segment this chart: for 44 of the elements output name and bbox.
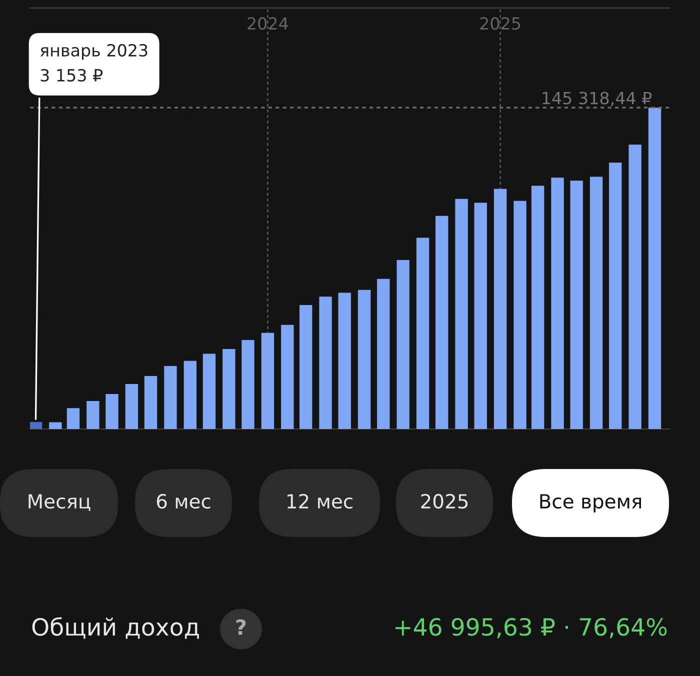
bar	[66, 408, 80, 429]
bar	[551, 178, 564, 429]
x-tick-label: 2024	[248, 17, 288, 30]
bar	[608, 162, 622, 429]
bar	[49, 422, 62, 429]
bar	[590, 176, 603, 429]
bar	[222, 348, 236, 429]
bar	[144, 376, 158, 429]
bar	[474, 202, 487, 429]
bar	[261, 332, 274, 429]
bar	[281, 324, 294, 429]
bar	[570, 180, 583, 429]
bar	[396, 260, 410, 429]
bar	[184, 360, 197, 429]
text: 12 мес	[288, 494, 352, 509]
text: 2025	[421, 494, 468, 509]
ref-line-label: 145 318,44 ₽	[542, 92, 652, 106]
bar	[202, 354, 216, 429]
bar	[299, 304, 312, 429]
text: Все время	[540, 494, 641, 512]
text: ?	[236, 619, 246, 635]
bar	[106, 394, 118, 429]
bar	[455, 198, 468, 429]
bar	[531, 186, 544, 429]
bar	[358, 290, 371, 429]
bar	[416, 238, 430, 429]
bar	[435, 216, 448, 429]
text: Месяц	[28, 494, 90, 512]
bar	[86, 401, 100, 429]
bar	[242, 340, 254, 429]
bar	[164, 366, 177, 429]
bar	[628, 144, 642, 429]
text: Общий доход	[32, 617, 199, 639]
bar	[377, 278, 390, 429]
bar	[514, 200, 526, 429]
bar	[125, 384, 138, 429]
bar	[30, 422, 42, 429]
bar	[648, 108, 662, 429]
text: 6 мес	[156, 494, 210, 509]
text: +46 995,63 ₽ · 76,64%	[395, 618, 667, 638]
annotation: январь 2023 3 153 ₽	[40, 44, 148, 82]
bar	[494, 188, 507, 429]
bar	[338, 292, 351, 429]
bar	[319, 296, 332, 429]
